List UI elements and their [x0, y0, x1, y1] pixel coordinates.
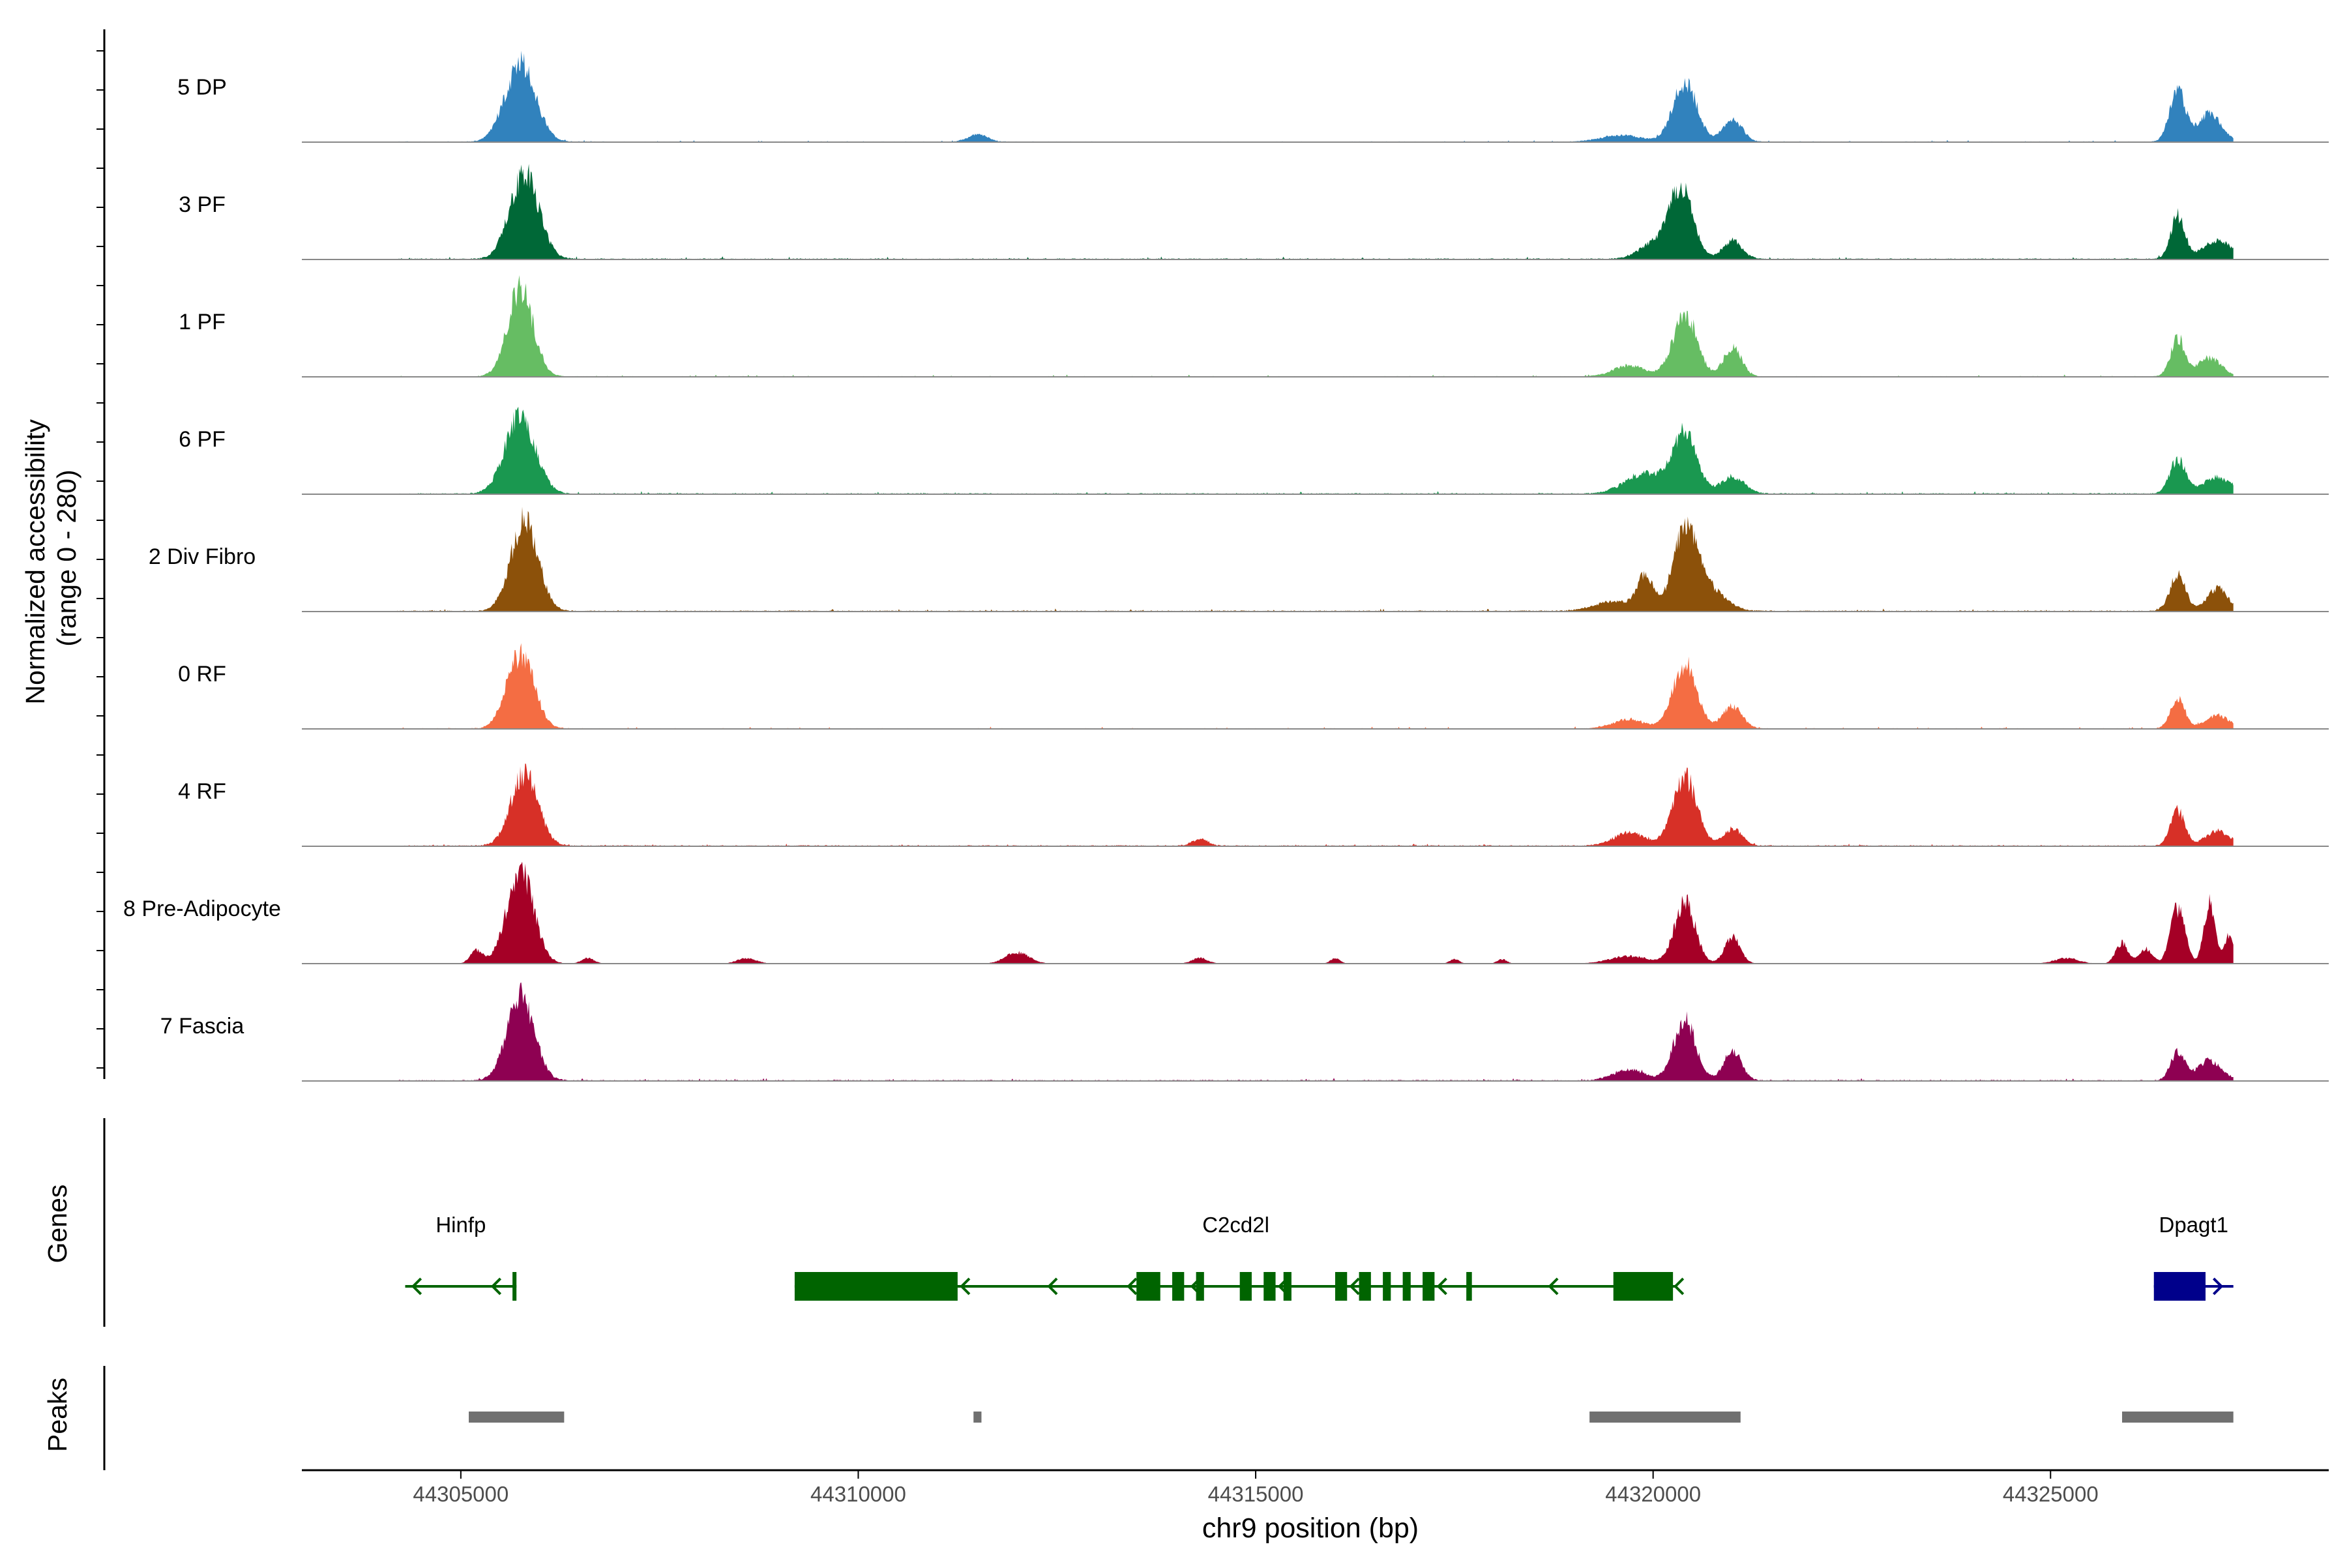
- gene-exon: [1239, 1272, 1252, 1301]
- gene-exon: [1402, 1272, 1411, 1301]
- gene-strand-arrow: [1047, 1277, 1058, 1295]
- x-tick-label: 44315000: [1208, 1482, 1304, 1506]
- gene-exon: [1466, 1272, 1472, 1301]
- track-label-0-rf: 0 RF: [178, 662, 226, 687]
- track-1-pf: 1 PF: [179, 275, 2329, 377]
- track-5-dp: 5 DP: [177, 50, 2329, 143]
- track-3-pf: 3 PF: [179, 164, 2329, 260]
- track-label-1-pf: 1 PF: [179, 310, 226, 334]
- gene-strand-arrow: [960, 1277, 971, 1295]
- gene-exon: [1335, 1272, 1348, 1301]
- y-axis-label: Normalized accessibility (range 0 - 280): [20, 412, 81, 705]
- genes-panel-label: Genes: [42, 1185, 72, 1264]
- gene-exon: [1359, 1272, 1371, 1301]
- x-axis-label: chr9 position (bp): [1202, 1513, 1419, 1544]
- peaks-panel-label: Peaks: [42, 1378, 72, 1452]
- gene-strand-arrow: [1277, 1277, 1289, 1295]
- gene-strand-arrow: [411, 1277, 422, 1295]
- y-axis-label-line1: Normalized accessibility: [20, 419, 50, 704]
- gene-label-dpagt1: Dpagt1: [2159, 1213, 2228, 1237]
- track-7-fascia: 7 Fascia: [160, 982, 2329, 1082]
- gene-strand-arrow: [1436, 1277, 1447, 1295]
- gene-strand-arrow: [490, 1277, 502, 1295]
- track-label-5-dp: 5 DP: [177, 75, 227, 100]
- track-8-pre-adipocyte: 8 Pre-Adipocyte: [123, 861, 2329, 964]
- gene-exon: [794, 1272, 958, 1301]
- x-tick-label: 44325000: [2003, 1482, 2099, 1506]
- peak-region: [1589, 1412, 1741, 1423]
- gene-exon: [512, 1272, 517, 1301]
- x-tick-label: 44310000: [810, 1482, 906, 1506]
- gene-strand-arrow: [1548, 1277, 1559, 1295]
- genes-layer: Hinfp C2cd2l Dpagt1: [405, 1213, 2234, 1301]
- track-4-rf: 4 RF: [178, 763, 2329, 847]
- gene-label-hinfp: Hinfp: [435, 1213, 486, 1237]
- track-0-rf: 0 RF: [178, 643, 2329, 730]
- x-tick-label: 44320000: [1605, 1482, 1701, 1506]
- gene-strand-arrow: [2212, 1277, 2224, 1295]
- track-label-6-pf: 6 PF: [179, 427, 226, 452]
- tracks-layer: 5 DP 3 PF 1 PF 6 PF 2 Div Fibro 0 RF 4 RF 8 Pre…: [123, 50, 2329, 1082]
- track-6-pf: 6 PF: [179, 406, 2329, 495]
- gene-strand-arrow: [1673, 1277, 1685, 1295]
- x-tick-label: 44305000: [413, 1482, 509, 1506]
- gene-exon: [1283, 1272, 1292, 1301]
- track-label-4-rf: 4 RF: [178, 779, 226, 804]
- gene-exon: [1172, 1272, 1185, 1301]
- gene-exon: [1383, 1272, 1391, 1301]
- gene-dpagt1: Dpagt1: [2153, 1213, 2234, 1301]
- gene-strand-arrow: [1127, 1277, 1138, 1295]
- track-label-8-pre-adipocyte: 8 Pre-Adipocyte: [123, 896, 281, 921]
- peaks-layer: [469, 1412, 2234, 1423]
- gene-strand-arrow: [1190, 1277, 1201, 1295]
- track-2-div-fibro: 2 Div Fibro: [149, 507, 2329, 612]
- track-label-7-fascia: 7 Fascia: [160, 1014, 244, 1039]
- gene-strand-arrow: [1349, 1277, 1360, 1295]
- peak-region: [2122, 1412, 2234, 1423]
- y-axis-label-line2: (range 0 - 280): [52, 469, 81, 646]
- gene-exon: [1423, 1272, 1435, 1301]
- gene-exon: [1196, 1272, 1204, 1301]
- gene-hinfp: Hinfp: [405, 1213, 517, 1301]
- gene-exon: [2153, 1272, 2206, 1301]
- peak-region: [973, 1412, 982, 1423]
- track-label-3-pf: 3 PF: [179, 192, 226, 217]
- gene-exon: [1263, 1272, 1276, 1301]
- peak-region: [469, 1412, 565, 1423]
- axis-layer: 44305000 44310000 44315000 44320000 44325000: [96, 29, 2329, 1506]
- gene-c2cd2l: C2cd2l: [794, 1213, 1685, 1301]
- gene-exon: [1136, 1272, 1160, 1301]
- gene-label-c2cd2l: C2cd2l: [1202, 1213, 1269, 1237]
- gene-exon: [1613, 1272, 1674, 1301]
- track-label-2-div-fibro: 2 Div Fibro: [149, 544, 256, 569]
